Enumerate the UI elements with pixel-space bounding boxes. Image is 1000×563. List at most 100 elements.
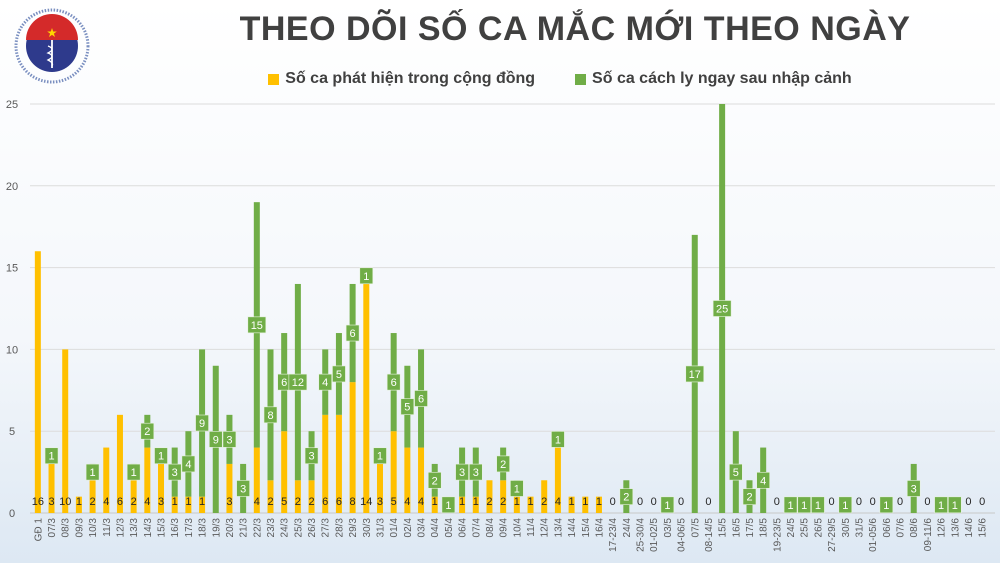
data-label-quarantine: 1 (801, 500, 807, 512)
data-label-community: 3 (48, 496, 54, 508)
data-label-community: 2 (486, 496, 492, 508)
bar-community (281, 431, 288, 513)
data-label-community: 2 (90, 496, 96, 508)
data-label-community: 0 (856, 496, 862, 508)
data-label-box (660, 496, 675, 514)
data-label-community: 0 (678, 496, 684, 508)
data-label-box (811, 496, 825, 514)
data-label-box (427, 471, 442, 489)
x-tick-label: 15/4 (581, 518, 592, 538)
x-tick-label: 13/4 (553, 518, 564, 538)
data-label-box (455, 463, 469, 481)
data-label-box (551, 431, 565, 448)
y-tick-label: 10 (6, 344, 18, 356)
data-label-quarantine: 8 (267, 410, 273, 422)
x-tick-label: 16/3 (170, 518, 181, 538)
data-label-quarantine: 4 (322, 377, 328, 389)
x-tick-label: 10/4 (512, 518, 523, 538)
data-label-community: 6 (117, 496, 123, 508)
data-label-quarantine: 5 (733, 467, 739, 479)
x-tick-label: 24/4 (622, 518, 633, 538)
x-tick-label: 23/3 (266, 518, 277, 538)
x-tick-label: 25/3 (293, 518, 304, 538)
data-label-box (510, 480, 524, 497)
x-tick-label: 29/3 (348, 518, 359, 538)
bar-community (158, 463, 165, 513)
x-tick-label: 26/5 (813, 518, 824, 538)
x-tick-label: 18/5 (759, 518, 770, 538)
x-tick-label: 07/3 (47, 518, 58, 538)
x-tick-label: 08/6 (909, 518, 920, 538)
data-label-quarantine: 3 (459, 467, 465, 479)
x-tick-label: 01-02/5 (649, 518, 660, 552)
x-tick-label: 22/3 (252, 518, 263, 538)
legend-swatch-green (575, 73, 587, 85)
data-label-quarantine: 1 (377, 451, 383, 463)
data-label-quarantine: 3 (226, 434, 232, 446)
data-label-quarantine: 2 (623, 492, 629, 504)
data-label-community: 0 (774, 496, 780, 508)
x-tick-label: GĐ 1 (33, 518, 44, 542)
data-label-community: 6 (336, 496, 342, 508)
data-label-community: 0 (924, 496, 930, 508)
data-label-community: 5 (281, 496, 287, 508)
data-label-box (619, 488, 634, 505)
data-label-community: 1 (76, 496, 82, 508)
x-tick-label: 24/5 (786, 518, 797, 538)
bar-community (308, 480, 315, 513)
data-label-box (685, 365, 705, 383)
legend-swatch-yellow (268, 73, 280, 85)
x-tick-label: 08-14/5 (704, 518, 715, 552)
data-label-box (414, 390, 428, 407)
x-tick-label: 21/3 (239, 518, 250, 538)
data-label-community: 4 (418, 496, 424, 508)
x-tick-label: 27-29/5 (827, 518, 838, 552)
x-tick-label: 30/5 (841, 518, 852, 538)
data-label-community: 4 (555, 496, 561, 508)
data-label-quarantine: 15 (251, 320, 263, 332)
x-tick-label: 19/3 (211, 518, 222, 538)
data-label-community: 0 (965, 496, 971, 508)
data-label-quarantine: 1 (131, 467, 137, 479)
data-label-quarantine: 1 (842, 500, 848, 512)
data-label-community: 8 (350, 496, 356, 508)
data-label-quarantine: 3 (473, 467, 479, 479)
bar-community (171, 496, 178, 513)
data-label-quarantine: 3 (172, 467, 178, 479)
data-label-quarantine: 6 (281, 377, 287, 389)
x-tick-label: 13/3 (129, 518, 140, 538)
data-label-community: 3 (377, 496, 383, 508)
data-label-community: 1 (582, 496, 588, 508)
x-tick-label: 06/4 (458, 518, 469, 538)
data-label-quarantine: 1 (514, 483, 520, 495)
x-tick-label: 11/4 (526, 518, 537, 537)
data-label-box (712, 300, 732, 317)
data-label-quarantine: 1 (787, 500, 793, 512)
x-tick-label: 30/3 (362, 518, 373, 538)
x-tick-label: 15/5 (718, 518, 729, 538)
data-label-community: 0 (829, 496, 835, 508)
legend-label: Số ca cách ly ngay sau nhập cảnh (592, 70, 852, 87)
data-label-box (373, 447, 387, 465)
bar-community (390, 431, 397, 513)
data-label-quarantine: 4 (760, 475, 766, 487)
x-tick-label: 15/3 (157, 518, 168, 538)
data-label-community: 2 (308, 496, 314, 508)
data-label-community: 1 (596, 496, 602, 508)
x-tick-label: 07/6 (896, 518, 907, 538)
data-label-quarantine: 3 (911, 483, 917, 495)
bar-community (294, 480, 301, 513)
bar-community (185, 496, 192, 513)
x-tick-label: 07/5 (690, 518, 701, 538)
data-label-quarantine: 3 (308, 451, 314, 463)
data-label-community: 2 (267, 496, 273, 508)
data-label-quarantine: 9 (213, 434, 219, 446)
data-label-community: 1 (527, 496, 533, 508)
data-label-community: 1 (172, 496, 178, 508)
bar-community (595, 496, 602, 513)
data-label-community: 10 (59, 496, 71, 508)
x-tick-label: 17/5 (745, 518, 756, 538)
x-tick-label: 09/3 (74, 518, 85, 538)
x-tick-label: 03/4 (417, 518, 428, 538)
